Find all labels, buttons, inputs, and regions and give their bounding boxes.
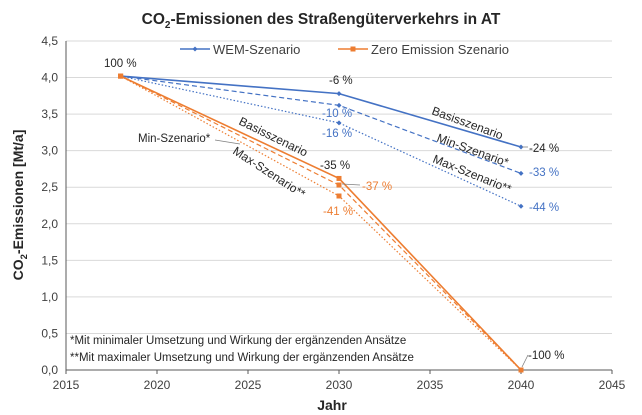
y-tick-label: 3,5 <box>41 107 58 121</box>
data-point-zero <box>518 367 524 373</box>
x-tick-labels: 2015 2020 2025 2030 2035 2040 2045 <box>53 378 626 392</box>
data-point-wem <box>518 203 524 209</box>
series-markers <box>118 73 524 373</box>
label-zero-2030-min: -37 % <box>362 181 392 193</box>
data-point-zero <box>118 73 124 79</box>
x-tick-label: 2035 <box>417 378 444 392</box>
y-tick-label: 0,5 <box>41 326 58 340</box>
series-line-wem-dotted <box>120 75 522 207</box>
y-tick-label: 1,0 <box>41 290 58 304</box>
data-point-wem <box>336 102 342 108</box>
legend: WEM-Szenario Zero Emission Szenario <box>180 42 509 57</box>
data-point-wem <box>518 144 524 150</box>
footnotes: *Mit minimaler Umsetzung und Wirkung der… <box>70 335 414 364</box>
y-tick-label: 4,0 <box>41 71 58 85</box>
x-tick-label: 2030 <box>326 378 353 392</box>
label-wem-2040-basis: -24 % <box>529 143 559 155</box>
y-tick-label: 2,0 <box>41 217 58 231</box>
y-tick-label: 1,5 <box>41 253 58 267</box>
leader-zero-min-scenario <box>214 139 241 145</box>
y-tick-label: 0,0 <box>41 363 58 377</box>
x-tick-label: 2015 <box>53 378 80 392</box>
y-tick-label: 2,5 <box>41 180 58 194</box>
footnote-1: *Mit minimaler Umsetzung und Wirkung der… <box>70 335 406 347</box>
label-zero-2030-max: -41 % <box>323 206 353 218</box>
legend-item-wem: WEM-Szenario <box>180 42 300 57</box>
data-point-wem <box>336 120 342 126</box>
label-wem-2030-max: -16 % <box>322 128 352 140</box>
label-zero-2030-basis: -35 % <box>320 160 350 172</box>
data-point-zero <box>336 182 342 188</box>
chart-title: CO2-Emissionen des Straßengüterverkehrs … <box>142 11 501 31</box>
label-start: 100 % <box>104 58 137 70</box>
y-axis-title: CO2-Emissionen [Mt/a] <box>10 130 30 281</box>
x-tick-label: 2040 <box>508 378 535 392</box>
value-annotations: 100 % -6 % -10 % -16 % -24 % -33 % -44 %… <box>104 58 564 362</box>
y-tick-labels: 0,0 0,5 1,0 1,5 2,0 2,5 3,0 3,5 4,0 4,5 <box>41 34 58 377</box>
footnote-2: **Mit maximaler Umsetzung und Wirkung de… <box>70 352 414 364</box>
y-tick-label: 4,5 <box>41 34 58 48</box>
label-zero-2040: -100 % <box>528 350 564 362</box>
x-tick-label: 2025 <box>235 378 262 392</box>
data-point-wem <box>336 91 342 97</box>
data-point-wem <box>518 170 524 176</box>
label-wem-2030-min: -10 % <box>322 108 352 120</box>
label-wem-2030-basis: -6 % <box>329 75 353 87</box>
leader-lines <box>214 139 529 368</box>
legend-label-wem: WEM-Szenario <box>213 42 300 57</box>
legend-label-zero: Zero Emission Szenario <box>371 42 509 57</box>
leader-zero-2030-min <box>341 183 361 186</box>
x-tick-label: 2045 <box>599 378 626 392</box>
leader-zero-2040 <box>521 354 529 368</box>
x-axis-title: Jahr <box>317 397 347 413</box>
scenario-label-zero-min: Min-Szenario* <box>138 133 211 145</box>
legend-item-zero: Zero Emission Szenario <box>338 42 509 57</box>
legend-marker-wem <box>192 46 198 52</box>
legend-marker-zero <box>350 46 356 52</box>
label-wem-2040-min: -33 % <box>529 167 559 179</box>
x-tick-label: 2020 <box>144 378 171 392</box>
data-point-zero <box>336 175 342 181</box>
y-tick-label: 3,0 <box>41 144 58 158</box>
data-point-zero <box>336 193 342 199</box>
label-wem-2040-max: -44 % <box>529 202 559 214</box>
